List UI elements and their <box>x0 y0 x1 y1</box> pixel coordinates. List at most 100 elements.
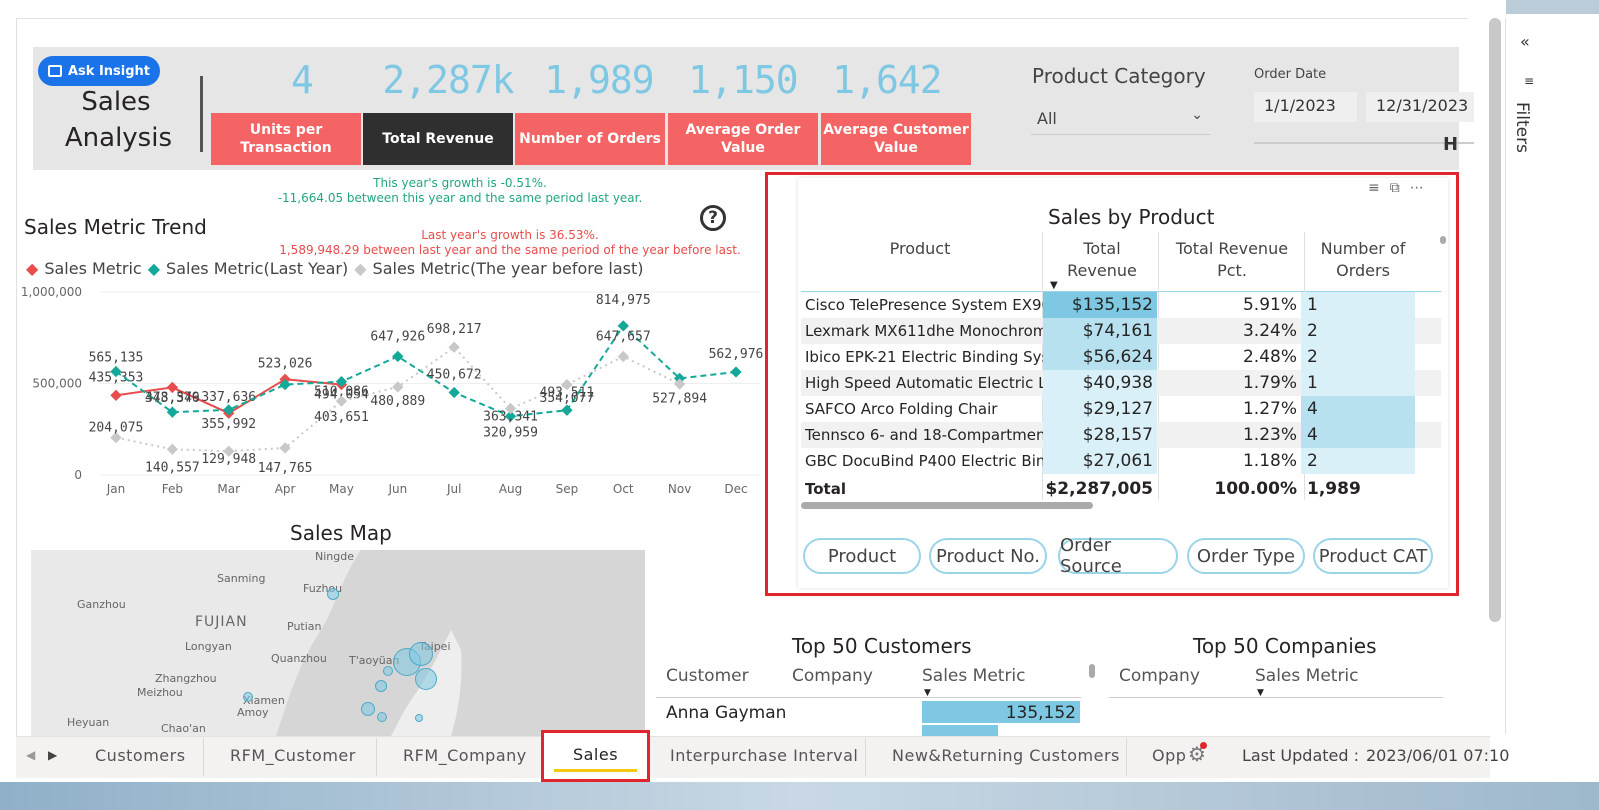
order-date-end-input[interactable]: 12/31/2023 <box>1366 92 1474 122</box>
col-header-sales-metric[interactable]: Sales Metric <box>1255 666 1359 686</box>
vertical-scrollbar[interactable] <box>1440 236 1446 244</box>
data-point <box>448 386 460 399</box>
col-header-sales-metric[interactable]: Sales Metric <box>922 666 1026 686</box>
product-row[interactable]: Tennsco 6- and 18-Compartment... $28,157 1… <box>801 422 1441 448</box>
col-header-orders[interactable]: Number of Orders <box>1320 239 1406 280</box>
tab-interpurchase-interval[interactable]: Interpurchase Interval <box>670 746 859 765</box>
col-header-company[interactable]: Company <box>1119 666 1200 686</box>
data-point <box>561 379 573 391</box>
data-point <box>110 431 122 444</box>
order-source-button[interactable]: Order Source <box>1058 535 1178 577</box>
product-pct: 5.91% <box>1242 295 1297 315</box>
tab-next-icon[interactable]: ▶ <box>48 748 58 762</box>
map-bubble[interactable] <box>375 680 387 692</box>
map-bubble[interactable] <box>415 668 437 690</box>
kpi-units-per-transaction-button[interactable]: Units per Transaction <box>211 113 361 165</box>
data-label: 527,894 <box>652 391 707 406</box>
y-tick-label: 0 <box>74 468 82 482</box>
map-bubble[interactable] <box>361 702 375 716</box>
data-point <box>504 410 517 422</box>
product-row[interactable]: Cisco TelePresence System EX90 ...$135,1… <box>801 292 1441 318</box>
product-revenue: $135,152 <box>1043 292 1157 318</box>
col-header-pct[interactable]: Total Revenue Pct. <box>1175 239 1289 280</box>
col-header-product[interactable]: Product <box>889 239 951 258</box>
legend-marker-gray-icon: ◆ <box>354 259 367 278</box>
tab-rfm-company[interactable]: RFM_Company <box>403 746 527 765</box>
tab-new-returning-customers[interactable]: New&Returning Customers <box>892 746 1120 765</box>
product-button[interactable]: Product <box>803 538 921 574</box>
kpi-avg-customer-value-button[interactable]: Average Customer Value <box>821 113 971 165</box>
sort-desc-icon: ▼ <box>1257 688 1264 698</box>
ask-insight-button[interactable]: Ask Insight <box>38 56 160 86</box>
help-icon[interactable]: ? <box>700 205 726 231</box>
kpi-number-of-orders-button[interactable]: Number of Orders <box>515 113 665 165</box>
header-divider <box>1109 697 1443 698</box>
product-category-dropdown[interactable]: All ⌄ <box>1031 99 1211 135</box>
map-bubble[interactable] <box>243 692 253 702</box>
data-point <box>392 350 404 363</box>
tab-opp[interactable]: Opp <box>1152 746 1187 765</box>
product-name: Cisco TelePresence System EX90 ... <box>805 296 1043 314</box>
legend-item-sales-metric[interactable]: Sales Metric <box>44 259 142 278</box>
customer-name: Anna Gayman <box>666 703 787 723</box>
product-revenue: $28,157 <box>1043 422 1157 448</box>
horizontal-scrollbar[interactable] <box>801 502 1093 509</box>
sales-metric-value: 135,152 <box>1005 703 1076 723</box>
filter-icon[interactable]: ≡ <box>1368 180 1390 196</box>
legend-item-last-year[interactable]: Sales Metric(Last Year) <box>166 259 349 278</box>
data-label: 403,651 <box>314 410 369 425</box>
data-point <box>279 442 291 454</box>
ask-insight-label: Ask Insight <box>67 63 151 79</box>
order-date-slider-track[interactable] <box>1254 142 1474 144</box>
map-bubble[interactable] <box>377 712 387 722</box>
data-point <box>617 320 629 332</box>
map-bubble[interactable] <box>415 714 423 722</box>
vertical-scrollbar[interactable] <box>1089 664 1095 678</box>
top-companies-title: Top 50 Companies <box>1193 634 1377 658</box>
x-tick-label: Jan <box>106 482 126 496</box>
map-bubble[interactable] <box>383 666 393 676</box>
map-bubble[interactable] <box>327 588 339 600</box>
filters-label[interactable]: Filters <box>1512 102 1532 153</box>
x-tick-label: Dec <box>724 482 747 496</box>
sales-map[interactable]: Ningde Sanming Fuzhou Ganzhou FUJIAN Put… <box>31 550 645 736</box>
more-options-icon[interactable]: ⋯ <box>1409 180 1434 196</box>
legend-item-year-before-last[interactable]: Sales Metric(The year before last) <box>372 259 644 278</box>
product-pct: 1.79% <box>1242 373 1297 393</box>
page-scrollbar[interactable] <box>1489 18 1501 622</box>
kpi-total-revenue-button[interactable]: Total Revenue <box>363 113 513 165</box>
product-orders: 2 <box>1301 344 1415 370</box>
product-name: Tennsco 6- and 18-Compartment... <box>805 426 1043 444</box>
product-pct: 1.18% <box>1242 451 1297 471</box>
data-label: 814,975 <box>596 293 651 308</box>
map-bubble[interactable] <box>409 642 433 666</box>
product-row[interactable]: High Speed Automatic Electric L... $40,93… <box>801 370 1441 396</box>
y-tick-label: 1,000,000 <box>21 285 82 299</box>
trend-chart[interactable]: 0 500,000 1,000,000 Jan Feb Mar Apr May Jun Jul Au… <box>20 280 770 500</box>
tab-customers[interactable]: Customers <box>95 746 186 765</box>
product-row[interactable]: Ibico EPK-21 Electric Binding Syst...$56… <box>801 344 1441 370</box>
order-date-start-input[interactable]: 1/1/2023 <box>1254 92 1357 122</box>
product-revenue: $56,624 <box>1043 344 1157 370</box>
tab-prev-icon[interactable]: ◀ <box>26 748 36 762</box>
product-no-button[interactable]: Product No. <box>929 538 1047 574</box>
collapse-icon[interactable]: « <box>1520 32 1530 51</box>
order-type-button[interactable]: Order Type <box>1187 538 1305 574</box>
focus-mode-icon[interactable]: ⧉ <box>1389 180 1410 196</box>
data-label: 510,086 <box>314 385 369 400</box>
col-header-company[interactable]: Company <box>792 666 873 686</box>
x-tick-label: Mar <box>217 482 240 496</box>
tab-rfm-customer[interactable]: RFM_Customer <box>230 746 356 765</box>
product-row[interactable]: SAFCO Arco Folding Chair $29,127 1.27% 4 <box>801 396 1441 422</box>
product-pct: 1.27% <box>1242 399 1297 419</box>
slider-handle-icon[interactable]: H <box>1443 134 1459 155</box>
col-header-customer[interactable]: Customer <box>666 666 749 686</box>
product-cat-button[interactable]: Product CAT <box>1313 538 1433 574</box>
col-header-total-revenue[interactable]: Total Revenue <box>1067 239 1137 280</box>
product-row[interactable]: Lexmark MX611dhe Monochrom... $74,161 3.24… <box>801 318 1441 344</box>
product-row[interactable]: GBC DocuBind P400 Electric Bind... $27,06… <box>801 448 1441 474</box>
filters-pane[interactable]: « ≡ Filters <box>1505 18 1553 734</box>
tab-sales[interactable]: Sales <box>541 730 650 782</box>
last-updated-label: Last Updated : <box>1242 746 1359 765</box>
kpi-avg-order-value-button[interactable]: Average Order Value <box>668 113 818 165</box>
